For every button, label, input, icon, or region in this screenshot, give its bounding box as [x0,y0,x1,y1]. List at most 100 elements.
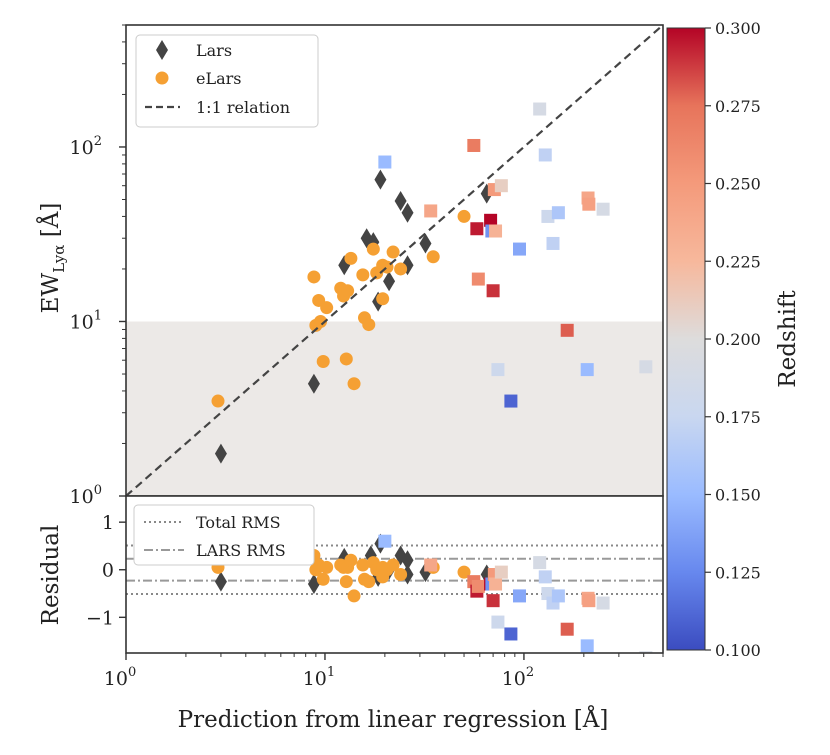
lars-point-7 [383,271,396,292]
elars-residual-point-10 [344,553,358,567]
redshift-point-1 [424,204,438,218]
elars-point-23 [426,250,440,264]
redshift-point-10 [491,363,505,377]
elars-point-11 [344,251,358,265]
lars-point-6 [374,169,387,190]
redshift-point-2 [467,138,481,152]
main-panel [125,24,664,497]
elars-point-5 [316,354,330,368]
redshift-point-5 [484,213,498,227]
elars-point-10 [341,284,355,298]
elars-point-21 [386,245,400,259]
redshift-point-15 [538,148,552,162]
elars-residual-point-4 [316,572,330,586]
redshift-point-23 [596,202,610,216]
redshift-point-0 [378,155,392,169]
y-tick-label-1: 101 [70,308,102,333]
colorbar-label: Redshift [775,290,801,388]
elars-residual-point-5 [320,560,334,574]
redshift-point-11 [494,179,508,193]
redshift-residual-point-0 [378,534,392,548]
redshift-point-16 [541,209,555,223]
redshift-point-4 [471,272,485,286]
redshift-residual-point-15 [538,570,552,584]
legend-relation-label: 1:1 relation [196,98,290,117]
redshift-point-22 [582,197,596,211]
colorbar-tick-label-8: 0.300 [715,19,761,38]
elars-point-15 [362,318,376,332]
redshift-residual-point-20 [580,639,594,653]
legend-elars-marker [155,71,169,85]
legend-total-rms-label: Total RMS [196,513,281,532]
lars-residual-point-8 [401,550,414,571]
redshift-point-19 [560,323,574,337]
elars-residual-point-23 [457,565,471,579]
redshift-residual-point-14 [533,556,547,570]
y-axis-label: EWLyα [Å] [36,203,68,314]
lars-point-11 [419,233,432,254]
elars-point-24 [457,209,471,223]
colorbar-gradient [666,27,706,651]
redshift-residual-point-18 [551,589,565,603]
redshift-point-14 [533,102,547,116]
redshift-point-3 [470,222,484,236]
elars-point-1 [307,270,321,284]
elars-residual-point-12 [356,558,370,572]
residual-y-tick-label-2: −1 [86,607,114,629]
lars-point-0 [214,443,227,464]
x-tick-label-2: 102 [502,665,534,690]
colorbar-tick-label-4: 0.200 [715,330,761,349]
redshift-point-20 [580,363,594,377]
residual-y-tick-label-1: 0 [102,560,114,582]
redshift-residual-point-11 [494,565,508,579]
colorbar-tick-label-3: 0.175 [715,408,761,427]
legend-lars-label: Lars [196,41,232,60]
elars-point-6 [320,301,334,315]
colorbar-tick-label-0: 0.100 [715,641,761,660]
redshift-residual-point-24 [639,651,653,653]
elars-residual-point-8 [339,575,353,589]
redshift-residual-point-22 [582,594,596,608]
elars-point-13 [356,268,370,282]
y-tick-label-0: 100 [70,483,102,508]
redshift-point-7 [486,284,500,298]
one-to-one-line [126,25,663,496]
lars-point-8 [394,191,407,212]
lars-residual-point-0 [214,571,227,592]
redshift-point-12 [504,394,518,408]
elars-point-4 [314,314,328,328]
redshift-point-18 [551,206,565,220]
elars-residual-point-11 [347,589,361,603]
elars-point-9 [339,352,353,366]
legend-lars-rms-label: LARS RMS [196,541,286,560]
elars-point-12 [347,377,361,391]
colorbar-tick-label-6: 0.250 [715,175,761,194]
lars-point-9 [401,202,414,223]
shaded-band-below-10 [126,321,663,496]
colorbar-tick-label-2: 0.150 [715,486,761,505]
redshift-residual-point-23 [596,596,610,610]
redshift-residual-point-13 [512,589,526,603]
legend-lars-marker [156,40,168,60]
elars-point-16 [366,242,380,256]
colorbar-tick-label-5: 0.225 [715,252,761,271]
lars-point-1 [307,373,320,394]
x-axis-label: Prediction from linear regression [Å] [178,705,609,733]
main-legend-box [135,34,319,128]
redshift-residual-point-7 [486,594,500,608]
redshift-point-17 [546,236,560,250]
redshift-residual-point-1 [424,558,438,572]
residual-axis-label: Residual [38,525,64,626]
elars-point-0 [211,394,225,408]
main-legend: Lars eLars 1:1 relation [135,34,319,128]
redshift-residual-point-12 [504,627,518,641]
colorbar: 0.100 0.125 0.150 0.175 0.200 0.225 0.250 0.275… [666,19,801,660]
x-tick-label-0: 100 [104,665,136,690]
elars-residual-point-20 [386,558,400,572]
elars-residual-point-21 [394,568,408,581]
residual-legend: Total RMS LARS RMS [133,504,315,566]
redshift-residual-point-19 [560,622,574,636]
colorbar-tick-label-7: 0.275 [715,97,761,116]
legend-elars-label: eLars [196,69,242,88]
